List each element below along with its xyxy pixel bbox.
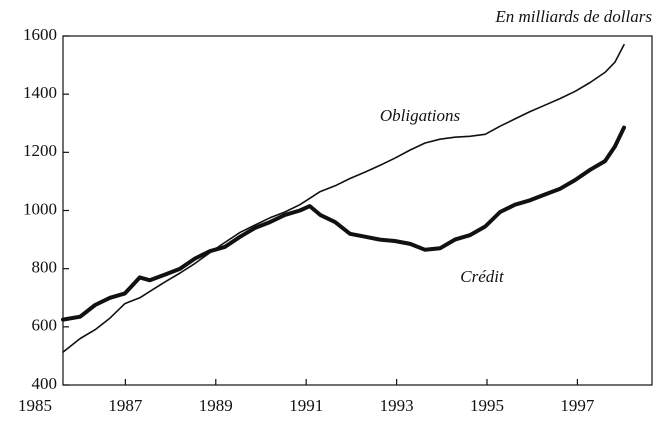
x-tick-label: 1993 — [380, 396, 414, 415]
x-tick-label: 1991 — [289, 396, 323, 415]
annotation: Obligations — [380, 106, 461, 125]
unit-label: En milliards de dollars — [494, 7, 652, 26]
x-tick-label: 1995 — [470, 396, 504, 415]
x-tick-label: 1997 — [560, 396, 595, 415]
y-tick-label: 400 — [32, 374, 58, 393]
y-tick-label: 800 — [32, 258, 58, 277]
y-tick-label: 1000 — [23, 199, 57, 218]
line-series — [61, 125, 626, 322]
y-tick-label: 600 — [32, 316, 58, 335]
x-tick-label: 1985 — [18, 396, 52, 415]
plot-frame — [62, 35, 653, 386]
x-tick-label: 1989 — [199, 396, 233, 415]
annotation: Crédit — [460, 267, 505, 286]
y-tick-label: 1600 — [23, 25, 57, 44]
line-series — [62, 43, 625, 353]
y-tick-label: 1200 — [23, 141, 57, 160]
x-tick-label: 1987 — [108, 396, 143, 415]
y-tick-label: 1400 — [23, 83, 57, 102]
